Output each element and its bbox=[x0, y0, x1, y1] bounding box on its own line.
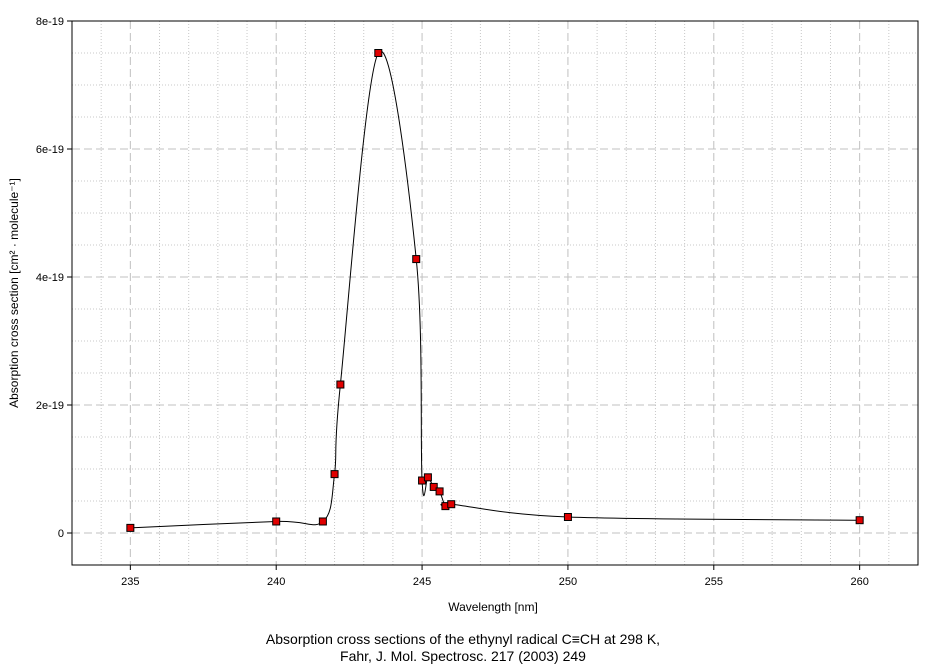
data-point bbox=[435, 487, 444, 496]
x-axis-title: Wavelength [nm] bbox=[448, 600, 538, 614]
x-tick-label: 240 bbox=[267, 576, 285, 588]
plot-frame bbox=[71, 20, 919, 566]
y-tick-label: 8e-19 bbox=[36, 16, 64, 28]
axis-ticks: 235 240 245 250 255 260 0 2e-19 4e-19 6e-19 8e-19 bbox=[36, 16, 869, 588]
data-point bbox=[318, 517, 327, 526]
data-point bbox=[374, 49, 383, 57]
caption-line-1: Absorption cross sections of the ethynyl… bbox=[265, 631, 661, 647]
data-point bbox=[330, 470, 339, 479]
x-tick-label: 255 bbox=[705, 576, 723, 588]
x-tick-label: 245 bbox=[413, 576, 431, 588]
y-tick-label: 0 bbox=[58, 528, 64, 540]
y-tick-label: 6e-19 bbox=[36, 144, 64, 156]
grid bbox=[71, 21, 919, 565]
figure-caption: Absorption cross sections of the ethynyl… bbox=[0, 631, 926, 665]
caption-line-2: Fahr, J. Mol. Spectrosc. 217 (2003) 249 bbox=[340, 648, 586, 664]
data-point bbox=[126, 523, 135, 532]
y-tick-label: 4e-19 bbox=[36, 272, 64, 284]
data-points bbox=[126, 49, 864, 532]
x-tick-label: 250 bbox=[559, 576, 577, 588]
data-point bbox=[412, 255, 421, 264]
data-point bbox=[272, 517, 281, 526]
x-tick-label: 260 bbox=[850, 576, 868, 588]
data-point bbox=[423, 473, 432, 482]
data-point bbox=[336, 380, 345, 389]
series-curve bbox=[130, 50, 860, 529]
y-tick-label: 2e-19 bbox=[36, 400, 64, 412]
data-point bbox=[429, 482, 438, 491]
y-axis-title: Absorption cross section [cm² · molecule… bbox=[7, 178, 21, 408]
data-point bbox=[855, 516, 864, 525]
data-point bbox=[563, 513, 572, 521]
data-point bbox=[447, 500, 456, 509]
x-tick-label: 235 bbox=[121, 576, 139, 588]
